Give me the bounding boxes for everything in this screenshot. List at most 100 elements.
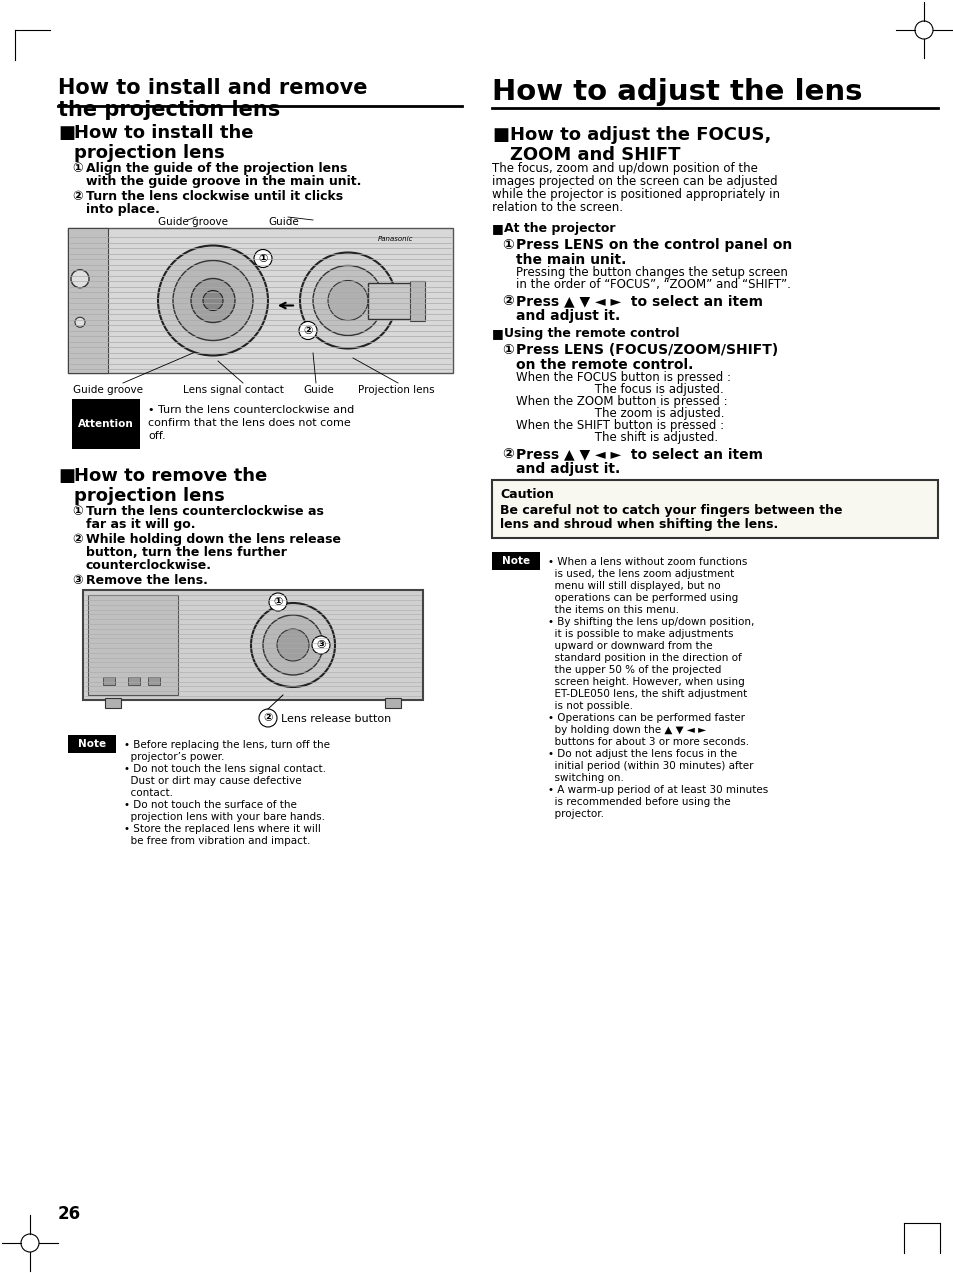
Text: and adjust it.: and adjust it. xyxy=(516,309,619,323)
Circle shape xyxy=(298,322,316,340)
Text: confirm that the lens does not come: confirm that the lens does not come xyxy=(148,418,351,428)
Bar xyxy=(148,677,160,685)
Text: screen height. However, when using: screen height. However, when using xyxy=(547,677,744,687)
Text: The focus, zoom and up/down position of the: The focus, zoom and up/down position of … xyxy=(492,162,757,174)
Text: ■: ■ xyxy=(58,123,75,143)
Bar xyxy=(71,398,140,449)
Text: while the projector is positioned appropriately in: while the projector is positioned approp… xyxy=(492,188,780,201)
Text: 26: 26 xyxy=(58,1206,81,1223)
Text: • Do not touch the surface of the: • Do not touch the surface of the xyxy=(124,799,296,810)
Text: switching on.: switching on. xyxy=(547,773,623,783)
Text: Press ▲ ▼ ◄ ►  to select an item: Press ▲ ▼ ◄ ► to select an item xyxy=(516,447,762,461)
Circle shape xyxy=(269,593,287,611)
Text: ■: ■ xyxy=(492,327,503,340)
Bar xyxy=(83,589,422,700)
Text: ②: ② xyxy=(501,294,514,308)
Text: relation to the screen.: relation to the screen. xyxy=(492,201,622,214)
Text: How to install the: How to install the xyxy=(74,123,253,143)
Text: menu will still displayed, but no: menu will still displayed, but no xyxy=(547,580,720,591)
Text: ③: ③ xyxy=(71,574,83,587)
Text: projector.: projector. xyxy=(547,810,603,819)
Circle shape xyxy=(251,603,335,687)
Text: Turn the lens counterclockwise as: Turn the lens counterclockwise as xyxy=(86,505,323,518)
Text: Be careful not to catch your fingers between the: Be careful not to catch your fingers bet… xyxy=(499,504,841,517)
Text: The shift is adjusted.: The shift is adjusted. xyxy=(516,432,718,444)
Text: Attention: Attention xyxy=(78,419,133,429)
Text: ①: ① xyxy=(501,342,514,356)
Bar xyxy=(492,480,937,538)
Circle shape xyxy=(75,317,85,327)
Circle shape xyxy=(328,280,368,321)
Text: ②: ② xyxy=(501,447,514,461)
Text: lens and shroud when shifting the lens.: lens and shroud when shifting the lens. xyxy=(499,518,778,531)
Circle shape xyxy=(312,636,330,654)
Circle shape xyxy=(263,615,323,675)
Bar xyxy=(103,677,115,685)
Text: on the remote control.: on the remote control. xyxy=(516,358,693,372)
Circle shape xyxy=(313,266,382,336)
Text: How to adjust the FOCUS,: How to adjust the FOCUS, xyxy=(510,126,771,144)
Text: ①: ① xyxy=(258,253,268,264)
Text: is not possible.: is not possible. xyxy=(547,701,633,712)
Bar xyxy=(68,735,116,754)
Text: ①: ① xyxy=(71,505,83,518)
Text: Projection lens: Projection lens xyxy=(357,384,435,395)
Text: Guide groove: Guide groove xyxy=(73,384,143,395)
Text: • Do not adjust the lens focus in the: • Do not adjust the lens focus in the xyxy=(547,749,737,759)
Text: ②: ② xyxy=(303,326,313,336)
Bar xyxy=(88,594,178,695)
Text: ①: ① xyxy=(71,162,83,174)
Text: buttons for about 3 or more seconds.: buttons for about 3 or more seconds. xyxy=(547,737,748,747)
Text: Note: Note xyxy=(501,556,530,566)
Circle shape xyxy=(276,629,309,661)
Text: • Turn the lens counterclockwise and: • Turn the lens counterclockwise and xyxy=(148,405,354,415)
Text: While holding down the lens release: While holding down the lens release xyxy=(86,533,340,546)
Text: Guide groove: Guide groove xyxy=(158,216,228,227)
Text: When the FOCUS button is pressed :: When the FOCUS button is pressed : xyxy=(516,370,730,384)
Text: the main unit.: the main unit. xyxy=(516,253,626,267)
Text: The focus is adjusted.: The focus is adjusted. xyxy=(516,383,723,396)
Text: off.: off. xyxy=(148,432,166,440)
Bar xyxy=(492,552,539,570)
Text: When the ZOOM button is pressed :: When the ZOOM button is pressed : xyxy=(516,395,727,409)
Text: the upper 50 % of the projected: the upper 50 % of the projected xyxy=(547,665,720,675)
Text: operations can be performed using: operations can be performed using xyxy=(547,593,738,603)
Text: projector’s power.: projector’s power. xyxy=(124,752,224,763)
Text: it is possible to make adjustments: it is possible to make adjustments xyxy=(547,629,733,639)
Text: the items on this menu.: the items on this menu. xyxy=(547,605,679,615)
Text: • By shifting the lens up/down position,: • By shifting the lens up/down position, xyxy=(547,617,754,628)
Circle shape xyxy=(71,270,89,288)
Text: How to adjust the lens: How to adjust the lens xyxy=(492,78,862,106)
Bar xyxy=(68,228,108,373)
Text: Align the guide of the projection lens: Align the guide of the projection lens xyxy=(86,162,347,174)
Text: How to install and remove: How to install and remove xyxy=(58,78,367,98)
Bar xyxy=(68,228,453,373)
Text: images projected on the screen can be adjusted: images projected on the screen can be ad… xyxy=(492,174,777,188)
Text: ET-DLE050 lens, the shift adjustment: ET-DLE050 lens, the shift adjustment xyxy=(547,689,746,699)
Text: Lens release button: Lens release button xyxy=(281,714,391,724)
Text: • Do not touch the lens signal contact.: • Do not touch the lens signal contact. xyxy=(124,764,326,774)
Circle shape xyxy=(299,252,395,349)
Text: ■: ■ xyxy=(492,222,503,236)
Text: counterclockwise.: counterclockwise. xyxy=(86,559,212,572)
Text: ①: ① xyxy=(273,597,282,607)
Text: Note: Note xyxy=(78,740,106,749)
Text: ③: ③ xyxy=(316,640,325,651)
Text: • Before replacing the lens, turn off the: • Before replacing the lens, turn off th… xyxy=(124,740,330,750)
Text: The zoom is adjusted.: The zoom is adjusted. xyxy=(516,407,723,420)
Text: the projection lens: the projection lens xyxy=(58,101,280,120)
Text: Press ▲ ▼ ◄ ►  to select an item: Press ▲ ▼ ◄ ► to select an item xyxy=(516,294,762,308)
Text: Dust or dirt may cause defective: Dust or dirt may cause defective xyxy=(124,777,301,785)
Text: ①: ① xyxy=(501,238,514,252)
Text: standard position in the direction of: standard position in the direction of xyxy=(547,653,741,663)
Text: Guide: Guide xyxy=(303,384,334,395)
Text: ■: ■ xyxy=(58,467,75,485)
Text: with the guide groove in the main unit.: with the guide groove in the main unit. xyxy=(86,174,361,188)
Text: Press LENS (FOCUS/ZOOM/SHIFT): Press LENS (FOCUS/ZOOM/SHIFT) xyxy=(516,342,778,356)
Text: Turn the lens clockwise until it clicks: Turn the lens clockwise until it clicks xyxy=(86,190,343,202)
Text: far as it will go.: far as it will go. xyxy=(86,518,195,531)
Bar xyxy=(128,677,140,685)
Text: Caution: Caution xyxy=(499,488,554,502)
Text: Pressing the button changes the setup screen: Pressing the button changes the setup sc… xyxy=(516,266,787,279)
Text: Remove the lens.: Remove the lens. xyxy=(86,574,208,587)
